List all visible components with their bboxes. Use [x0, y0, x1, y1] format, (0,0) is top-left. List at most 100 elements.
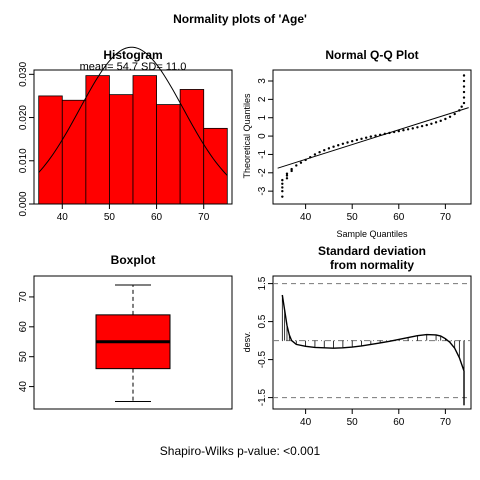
deviation-plot-area [272, 275, 472, 410]
deviation-panel: Standard deviation from normality desv. … [242, 244, 472, 428]
qq-point [281, 186, 284, 189]
qq-y-tick-label: -3 [257, 186, 268, 195]
qq-point [281, 182, 284, 186]
histogram-y-tick-label: 0.010 [18, 148, 29, 173]
qq-point [295, 164, 298, 167]
qq-point [285, 174, 289, 177]
qq-point [462, 74, 466, 77]
boxplot-panel: Boxplot 40 50 60 70 [18, 253, 233, 410]
qq-point [351, 140, 354, 143]
qq-point [285, 172, 289, 175]
histogram-bar [85, 75, 110, 205]
normal-density-curve [38, 46, 228, 176]
qq-point [304, 158, 307, 162]
qq-point [397, 129, 400, 133]
qq-point [462, 101, 466, 105]
qq-point [425, 123, 428, 127]
qq-point [337, 144, 340, 147]
deviation-x-tick-label: 60 [393, 417, 405, 428]
qq-point [346, 141, 349, 144]
qq-point [285, 177, 289, 180]
qq-point [378, 133, 382, 136]
qq-y-tick-label: 3 [257, 78, 268, 84]
qq-x-tick-label: 70 [440, 212, 452, 223]
qq-point [462, 79, 466, 83]
qq-point [364, 136, 368, 139]
histogram-x-tick-label: 40 [57, 212, 69, 223]
qq-title: Normal Q-Q Plot [325, 48, 418, 62]
boxplot-plot-area [33, 275, 233, 410]
qq-point [453, 112, 456, 116]
deviation-y-tick-label: -0.5 [257, 351, 268, 369]
qq-point [323, 149, 326, 152]
qq-reference-line [277, 107, 469, 169]
histogram-x-tick-label: 60 [151, 212, 163, 223]
qq-point [462, 85, 466, 88]
qq-point [430, 122, 433, 125]
qq-y-tick-label: -1 [257, 150, 268, 159]
qq-point [327, 147, 331, 150]
boxplot-y-tick-label: 60 [18, 321, 29, 333]
qq-x-tick-label: 40 [300, 212, 312, 223]
deviation-y-tick-label: 0.5 [257, 314, 268, 328]
boxplot-y-tick-label: 40 [18, 381, 29, 393]
histogram-annotation: mean= 54.7 SD= 11.0 [80, 61, 187, 73]
histogram-y-tick-label: 0.020 [18, 105, 29, 130]
qq-point [406, 128, 410, 131]
histogram-y-tick-label: 0.000 [18, 191, 29, 216]
qq-point [462, 90, 466, 94]
qq-point [318, 151, 321, 154]
qq-point [383, 132, 387, 136]
figure-title: Normality plots of 'Age' [173, 12, 307, 26]
histogram-panel: Histogram mean= 54.7 SD= 11.0 40 50 60 70 0.… [18, 46, 233, 223]
histogram-x-tick-label: 70 [198, 212, 210, 223]
histogram-title: Histogram [103, 48, 162, 62]
shapiro-wilks-footer: Shapiro-Wilks p-value: <0.001 [160, 444, 321, 458]
qq-x-tick-label: 50 [347, 212, 359, 223]
qq-y-tick-label: -2 [257, 168, 268, 177]
histogram-bar [61, 99, 87, 205]
boxplot-y-tick-label: 50 [18, 351, 29, 363]
histogram-bar [38, 95, 63, 205]
qq-point [341, 142, 345, 145]
qq-point [392, 130, 396, 134]
deviation-title: Standard deviation [318, 244, 426, 258]
qq-point [444, 117, 447, 121]
qq-point [460, 105, 463, 108]
qq-point [448, 115, 452, 119]
qq-point [313, 153, 317, 156]
qq-ylabel: Theoretical Quantiles [242, 93, 252, 179]
histogram-bar [109, 94, 134, 205]
qq-xlabel: Sample Quantiles [336, 229, 408, 239]
histogram-bar [179, 89, 205, 205]
deviation-line [281, 294, 465, 406]
deviation-x-tick-label: 40 [300, 417, 312, 428]
histogram-plot-area [33, 69, 233, 205]
qq-point [458, 109, 461, 112]
deviation-y-tick-label: 1.5 [257, 276, 268, 290]
qq-point [434, 121, 438, 124]
qq-plot-area [272, 69, 472, 205]
histogram-bar [203, 127, 228, 205]
qq-point [281, 178, 284, 182]
histogram-x-tick-label: 50 [104, 212, 116, 223]
qq-point [281, 189, 284, 193]
qq-point [332, 145, 335, 148]
deviation-x-tick-label: 50 [347, 417, 359, 428]
deviation-y-tick-label: -1.5 [257, 389, 268, 407]
qq-point [462, 96, 466, 99]
qq-point [420, 124, 424, 128]
qq-panel: Normal Q-Q Plot Sample Quantiles Theoret… [242, 48, 472, 239]
boxplot-y-tick-label: 70 [18, 291, 29, 303]
histogram-y-tick-label: 0.030 [18, 61, 29, 86]
qq-y-tick-label: 0 [257, 133, 268, 139]
deviation-ylabel: desv. [242, 332, 252, 353]
deviation-x-tick-label: 70 [440, 417, 452, 428]
qq-point [355, 138, 359, 142]
qq-point [439, 119, 442, 123]
qq-point [374, 134, 377, 137]
qq-point [309, 155, 312, 159]
boxplot-title: Boxplot [111, 253, 156, 267]
qq-x-tick-label: 60 [393, 212, 405, 223]
